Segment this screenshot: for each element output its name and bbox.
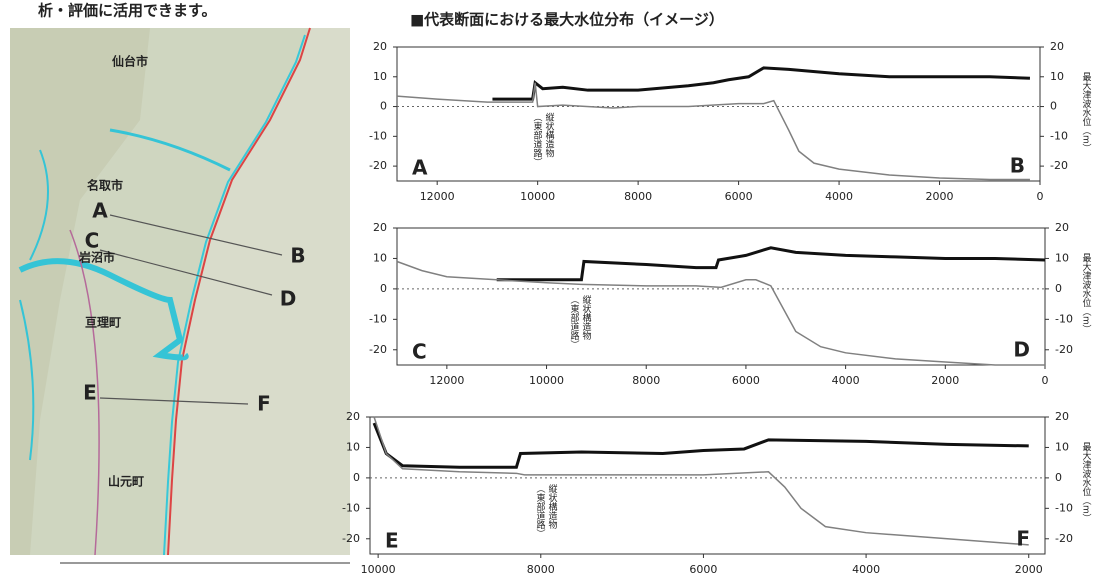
y-tick-label: -20 xyxy=(342,532,360,545)
map-label: 山元町 xyxy=(108,474,144,489)
map-label: 岩沼市 xyxy=(78,250,115,265)
x-tick-label: 6000 xyxy=(689,563,717,576)
x-tick-label: 4000 xyxy=(832,374,860,387)
y2-tick-label: -10 xyxy=(1055,312,1073,325)
map-label: 亘理町 xyxy=(85,316,121,330)
annotation: （東部道路） xyxy=(535,484,546,538)
series-line xyxy=(397,83,1030,180)
annotation: （東部道路） xyxy=(569,295,580,349)
series-line xyxy=(492,68,1030,99)
y2-tick-label: -10 xyxy=(1050,129,1068,142)
y-tick-label: -20 xyxy=(369,159,387,172)
x-tick-label: 10000 xyxy=(361,563,396,576)
x-tick-label: 12000 xyxy=(429,374,464,387)
x-tick-label: 6000 xyxy=(732,374,760,387)
y-tick-label: 20 xyxy=(373,40,387,53)
x-tick-label: 0 xyxy=(1037,190,1044,203)
y-tick-label: 20 xyxy=(346,410,360,423)
y2-tick-label: -20 xyxy=(1055,343,1073,356)
y2-tick-label: -20 xyxy=(1055,532,1073,545)
series-line xyxy=(497,248,1045,280)
y2-tick-label: 0 xyxy=(1055,471,1062,484)
y2-tick-label: 10 xyxy=(1055,440,1069,453)
series-line xyxy=(374,423,1029,467)
series-line xyxy=(397,261,1045,365)
x-tick-label: 2000 xyxy=(1015,563,1043,576)
corner-label: A xyxy=(412,156,428,180)
map-label: F xyxy=(257,392,271,416)
y2-axis-label: 最大津波水位（m） xyxy=(1081,72,1092,153)
map-label: C xyxy=(85,229,100,253)
map-label: A xyxy=(92,199,108,223)
header-title: ■代表断面における最大水位分布（イメージ） xyxy=(410,11,724,29)
series-line xyxy=(374,417,1029,545)
y-tick-label: 0 xyxy=(353,471,360,484)
y-tick-label: 20 xyxy=(373,221,387,234)
header-note: 析・評価に活用できます。 xyxy=(38,2,217,20)
plot-frame xyxy=(397,47,1040,181)
y-tick-label: 10 xyxy=(373,251,387,264)
y2-tick-label: -10 xyxy=(1055,501,1073,514)
map-label: B xyxy=(290,244,305,268)
corner-label: B xyxy=(1010,154,1025,178)
y2-tick-label: 20 xyxy=(1050,40,1064,53)
x-tick-label: 10000 xyxy=(529,374,564,387)
annotation: （東部道路） xyxy=(532,113,543,167)
y-tick-label: 10 xyxy=(373,70,387,83)
y2-tick-label: 0 xyxy=(1055,282,1062,295)
plot-frame xyxy=(397,228,1045,365)
y2-tick-label: 10 xyxy=(1055,251,1069,264)
annotation: 縦状構造物 xyxy=(544,111,555,158)
page: 析・評価に活用できます。 ■代表断面における最大水位分布（イメージ） 仙台市名取… xyxy=(0,0,1096,576)
y-tick-label: -10 xyxy=(369,129,387,142)
y-tick-label: -10 xyxy=(369,312,387,325)
y2-tick-label: 10 xyxy=(1050,70,1064,83)
x-tick-label: 4000 xyxy=(852,563,880,576)
x-tick-label: 0 xyxy=(1042,374,1049,387)
y-tick-label: 10 xyxy=(346,440,360,453)
corner-label: C xyxy=(412,340,427,364)
map-label: E xyxy=(83,381,97,405)
x-tick-label: 6000 xyxy=(725,190,753,203)
map xyxy=(10,28,350,563)
y2-tick-label: -20 xyxy=(1050,159,1068,172)
corner-label: E xyxy=(385,529,399,553)
x-tick-label: 2000 xyxy=(926,190,954,203)
y-tick-label: -10 xyxy=(342,501,360,514)
x-tick-label: 8000 xyxy=(632,374,660,387)
x-tick-label: 8000 xyxy=(624,190,652,203)
x-tick-label: 2000 xyxy=(931,374,959,387)
map-label: 仙台市 xyxy=(112,54,148,69)
y2-axis-label: 最大津波水位（m） xyxy=(1081,442,1092,523)
map-label: 名取市 xyxy=(87,178,123,193)
annotation: 縦状構造物 xyxy=(547,483,558,530)
corner-label: F xyxy=(1016,527,1030,551)
y2-tick-label: 0 xyxy=(1050,100,1057,113)
y2-tick-label: 20 xyxy=(1055,221,1069,234)
y-tick-label: -20 xyxy=(369,343,387,356)
y2-axis-label: 最大津波水位（m） xyxy=(1081,253,1092,334)
x-tick-label: 10000 xyxy=(520,190,555,203)
y2-tick-label: 20 xyxy=(1055,410,1069,423)
corner-label: D xyxy=(1013,338,1030,362)
x-tick-label: 8000 xyxy=(527,563,555,576)
y-tick-label: 0 xyxy=(380,100,387,113)
annotation: 縦状構造物 xyxy=(581,294,592,341)
x-tick-label: 4000 xyxy=(825,190,853,203)
x-tick-label: 12000 xyxy=(420,190,455,203)
y-tick-label: 0 xyxy=(380,282,387,295)
map-label: D xyxy=(280,287,297,311)
plot-frame xyxy=(370,417,1045,554)
